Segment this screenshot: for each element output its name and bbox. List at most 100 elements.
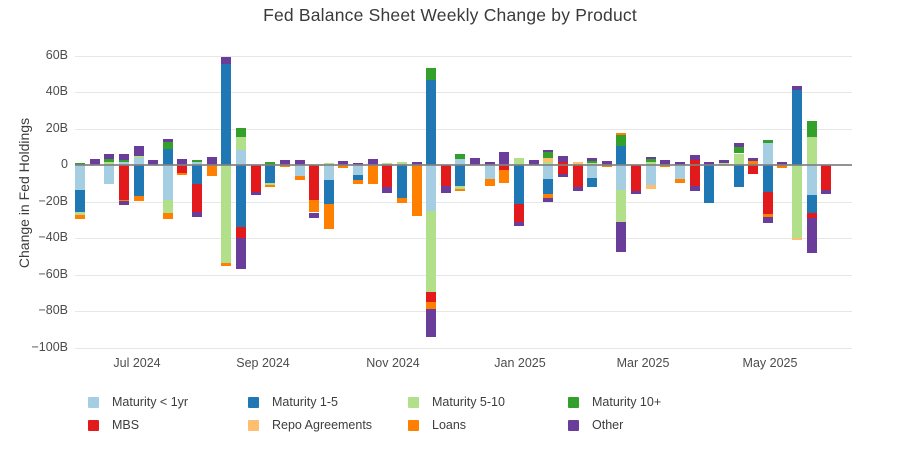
bar-segment-loans[interactable] — [279, 165, 290, 168]
bar-segment-loans[interactable] — [777, 165, 788, 169]
bar-segment-other[interactable] — [557, 174, 568, 178]
bar-segment-other[interactable] — [338, 161, 349, 166]
bar-segment-loans[interactable] — [543, 194, 554, 198]
legend-item-m510[interactable]: Maturity 5-10 — [408, 394, 505, 410]
bar-segment-other[interactable] — [601, 161, 612, 166]
bar-segment-m15[interactable] — [733, 165, 744, 187]
bar-segment-m1[interactable] — [426, 165, 437, 212]
bar-segment-m1[interactable] — [133, 157, 144, 166]
bar-segment-other[interactable] — [426, 308, 437, 337]
bar-segment-m510[interactable] — [733, 153, 744, 166]
bar-segment-mbs[interactable] — [382, 165, 393, 188]
bar-segment-m10[interactable] — [162, 142, 173, 150]
bar-segment-loans[interactable] — [265, 185, 276, 187]
bar-segment-other[interactable] — [499, 152, 510, 166]
bar-segment-loans[interactable] — [353, 179, 364, 184]
bar-segment-m510[interactable] — [235, 136, 246, 151]
bar-segment-other[interactable] — [543, 150, 554, 153]
bar-segment-other[interactable] — [133, 145, 144, 156]
bar-segment-other[interactable] — [470, 158, 481, 166]
bar-segment-m1[interactable] — [353, 165, 364, 176]
bar-segment-m15[interactable] — [353, 175, 364, 180]
bar-segment-m510[interactable] — [645, 162, 656, 166]
legend-item-mbs[interactable]: MBS — [88, 417, 139, 433]
bar-segment-other[interactable] — [689, 155, 700, 160]
legend-item-repo[interactable]: Repo Agreements — [248, 417, 372, 433]
bar-segment-loans[interactable] — [616, 132, 627, 135]
bar-segment-other[interactable] — [689, 186, 700, 191]
bar-segment-m15[interactable] — [426, 79, 437, 166]
bar-segment-m10[interactable] — [235, 128, 246, 137]
bar-segment-other[interactable] — [484, 161, 495, 166]
bar-segment-mbs[interactable] — [499, 165, 510, 171]
bar-segment-other[interactable] — [279, 160, 290, 166]
bar-segment-other[interactable] — [557, 156, 568, 162]
bar-segment-loans[interactable] — [660, 165, 671, 168]
bar-segment-m10[interactable] — [455, 154, 466, 159]
bar-segment-m15[interactable] — [762, 165, 773, 192]
bar-segment-m1[interactable] — [484, 165, 495, 179]
bar-segment-m15[interactable] — [162, 149, 173, 166]
bar-segment-other[interactable] — [294, 160, 305, 166]
bar-segment-m15[interactable] — [396, 165, 407, 199]
bar-segment-loans[interactable] — [367, 165, 378, 185]
bar-segment-m10[interactable] — [192, 159, 203, 162]
bar-segment-other[interactable] — [675, 162, 686, 166]
bar-segment-other[interactable] — [645, 156, 656, 159]
bar-segment-mbs[interactable] — [440, 165, 451, 187]
bar-segment-m15[interactable] — [455, 165, 466, 186]
bar-segment-other[interactable] — [660, 160, 671, 164]
bar-segment-loans[interactable] — [762, 214, 773, 217]
bar-segment-other[interactable] — [148, 160, 159, 166]
bar-segment-mbs[interactable] — [689, 159, 700, 166]
bar-segment-loans[interactable] — [748, 161, 759, 166]
bar-segment-m510[interactable] — [616, 190, 627, 222]
bar-segment-loans[interactable] — [162, 213, 173, 219]
bar-segment-other[interactable] — [367, 158, 378, 166]
bar-segment-repo[interactable] — [645, 184, 656, 189]
bar-segment-loans[interactable] — [499, 170, 510, 183]
bar-segment-m1[interactable] — [235, 150, 246, 166]
bar-segment-other[interactable] — [411, 161, 422, 166]
bar-segment-other[interactable] — [440, 186, 451, 193]
bar-segment-m1[interactable] — [616, 165, 627, 191]
legend-item-loans[interactable]: Loans — [408, 417, 466, 433]
bar-segment-loans[interactable] — [411, 165, 422, 217]
bar-segment-loans[interactable] — [309, 199, 320, 213]
bar-segment-mbs[interactable] — [821, 165, 832, 191]
bar-segment-other[interactable] — [235, 237, 246, 269]
bar-segment-m15[interactable] — [704, 165, 715, 203]
bar-segment-m510[interactable] — [792, 165, 803, 239]
bar-segment-other[interactable] — [206, 157, 217, 166]
bar-segment-loans[interactable] — [294, 175, 305, 181]
bar-segment-other[interactable] — [821, 190, 832, 195]
bar-segment-m15[interactable] — [75, 189, 85, 212]
bar-segment-other[interactable] — [806, 218, 817, 254]
bar-segment-m15[interactable] — [792, 89, 803, 166]
bar-segment-loans[interactable] — [484, 178, 495, 186]
bar-segment-other[interactable] — [762, 216, 773, 223]
bar-segment-m10[interactable] — [118, 160, 129, 163]
bar-segment-mbs[interactable] — [192, 184, 203, 212]
bar-segment-m10[interactable] — [733, 147, 744, 154]
bar-segment-m510[interactable] — [806, 136, 817, 166]
bar-segment-m1[interactable] — [762, 142, 773, 166]
legend-item-other[interactable]: Other — [568, 417, 623, 433]
bar-segment-m15[interactable] — [587, 177, 598, 187]
bar-segment-repo[interactable] — [572, 161, 583, 166]
bar-segment-m10[interactable] — [543, 152, 554, 159]
bar-segment-m1[interactable] — [455, 158, 466, 166]
bar-segment-mbs[interactable] — [426, 291, 437, 302]
bar-segment-other[interactable] — [777, 161, 788, 166]
bar-segment-m1[interactable] — [294, 165, 305, 176]
bar-segment-mbs[interactable] — [748, 165, 759, 174]
bar-segment-mbs[interactable] — [689, 165, 700, 187]
bar-segment-other[interactable] — [192, 211, 203, 217]
bar-segment-m15[interactable] — [543, 179, 554, 195]
bar-segment-m15[interactable] — [806, 195, 817, 214]
bar-segment-m1[interactable] — [118, 162, 129, 166]
bar-segment-other[interactable] — [118, 201, 129, 206]
bar-segment-m1[interactable] — [75, 165, 85, 190]
bar-segment-m10[interactable] — [104, 159, 115, 162]
bar-segment-loans[interactable] — [455, 188, 466, 191]
